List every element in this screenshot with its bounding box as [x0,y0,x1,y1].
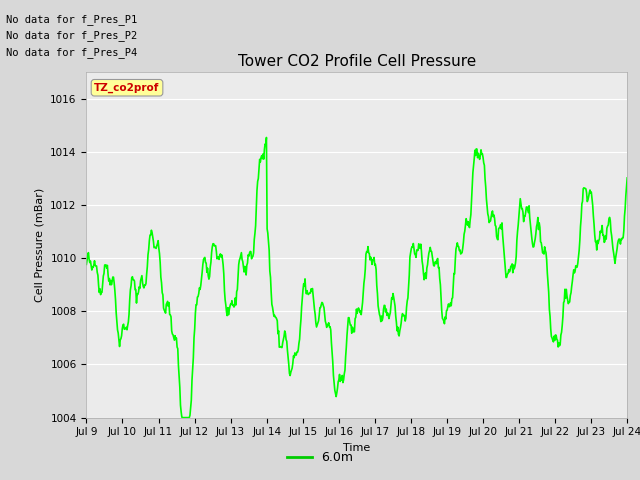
Title: Tower CO2 Profile Cell Pressure: Tower CO2 Profile Cell Pressure [237,54,476,70]
Text: No data for f_Pres_P1: No data for f_Pres_P1 [6,13,138,24]
X-axis label: Time: Time [343,443,371,453]
Legend: 6.0m: 6.0m [282,446,358,469]
Y-axis label: Cell Pressure (mBar): Cell Pressure (mBar) [35,188,45,302]
Text: No data for f_Pres_P4: No data for f_Pres_P4 [6,47,138,58]
Text: No data for f_Pres_P2: No data for f_Pres_P2 [6,30,138,41]
Text: TZ_co2prof: TZ_co2prof [94,83,160,93]
